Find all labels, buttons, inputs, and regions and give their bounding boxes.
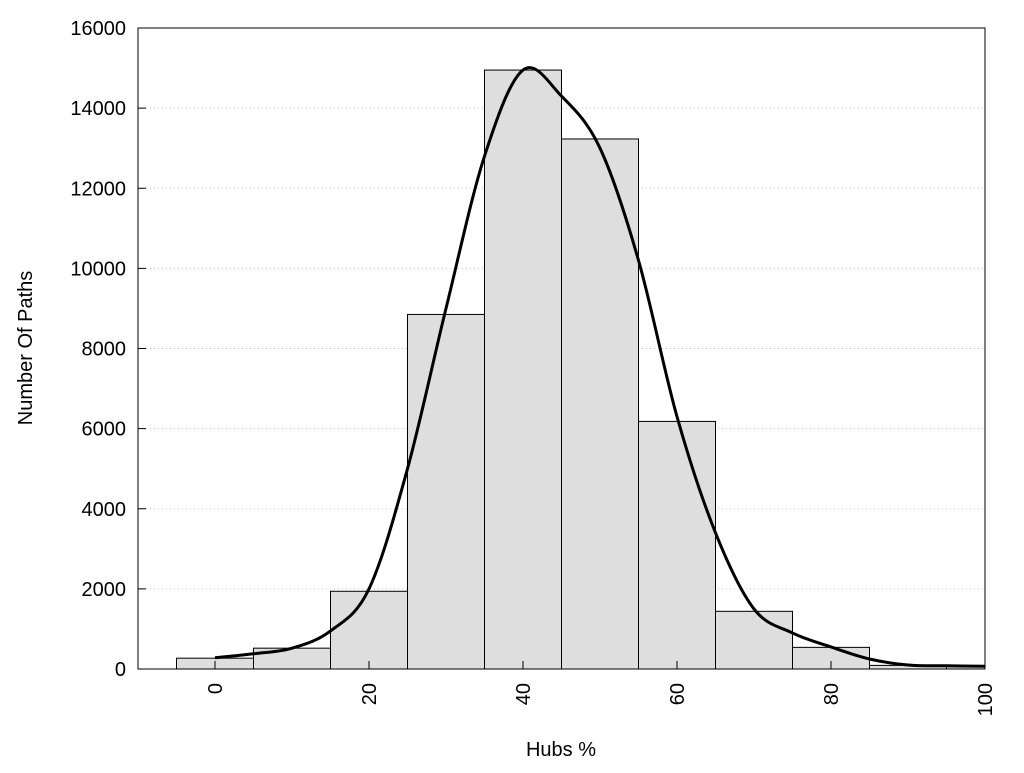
y-tick-label: 6000 bbox=[82, 419, 127, 441]
y-tick-label: 2000 bbox=[82, 579, 127, 601]
x-tick-label: 80 bbox=[821, 683, 843, 705]
y-tick-label: 0 bbox=[115, 659, 126, 681]
x-axis: 0 20 40 60 80 100 bbox=[205, 661, 997, 716]
histogram-bar bbox=[330, 590, 408, 670]
x-axis-label: Hubs % bbox=[526, 739, 596, 761]
y-tick-label: 8000 bbox=[82, 339, 127, 361]
histogram-bar bbox=[561, 138, 639, 670]
histogram-bar bbox=[638, 420, 716, 670]
y-tick-label: 12000 bbox=[70, 178, 126, 200]
x-tick-label: 100 bbox=[975, 683, 997, 716]
y-tick-label: 10000 bbox=[70, 258, 126, 280]
bars bbox=[176, 69, 986, 670]
histogram-bar bbox=[484, 69, 562, 670]
x-tick-label: 40 bbox=[513, 683, 535, 705]
y-axis: 0 2000 4000 6000 8000 10000 12000 14000 16000 bbox=[70, 18, 146, 681]
density-curve bbox=[214, 66, 986, 668]
x-tick-label: 0 bbox=[205, 683, 227, 694]
x-tick-label: 20 bbox=[359, 683, 381, 705]
histogram-bar bbox=[407, 313, 485, 670]
histogram-bar bbox=[715, 610, 793, 670]
y-axis-label: Number Of Paths bbox=[15, 271, 37, 426]
x-tick-label: 60 bbox=[667, 683, 689, 705]
y-tick-label: 16000 bbox=[70, 18, 126, 40]
y-tick-label: 4000 bbox=[82, 499, 127, 521]
y-tick-label: 14000 bbox=[70, 98, 126, 120]
